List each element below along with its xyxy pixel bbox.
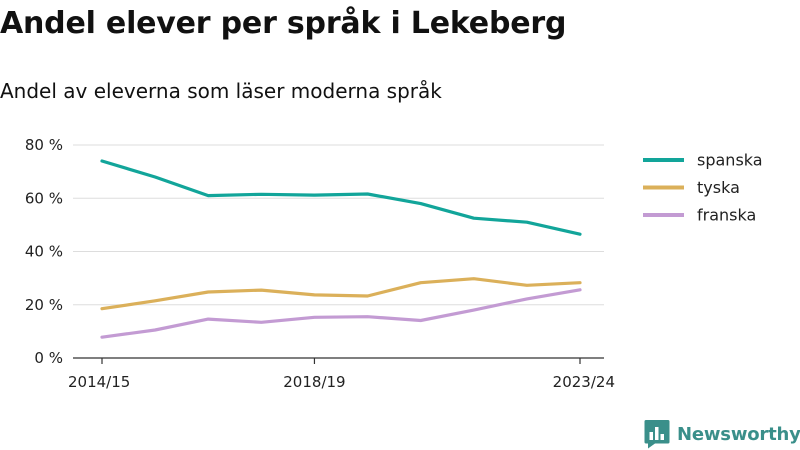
y-axis-tick-labels: 0 % 20 % 40 % 60 % 80 %: [25, 136, 63, 367]
series-line-tyska: [100, 277, 582, 311]
y-tick-label: 80 %: [25, 136, 63, 154]
legend-label-tyska: tyska: [697, 178, 740, 197]
x-axis: [73, 357, 604, 364]
y-tick-label: 20 %: [25, 296, 63, 314]
gridlines: [73, 144, 604, 306]
legend: spanska tyska franska: [643, 151, 763, 225]
series-lines: [100, 159, 582, 339]
y-tick-label: 0 %: [34, 349, 63, 367]
x-tick-label: 2023/24: [553, 373, 615, 391]
y-tick-label: 60 %: [25, 189, 63, 207]
series-line-franska: [100, 288, 582, 339]
legend-label-spanska: spanska: [697, 151, 763, 170]
series-line-spanska: [100, 159, 582, 236]
y-tick-label: 40 %: [25, 243, 63, 261]
chart-subtitle: Andel av eleverna som läser moderna språ…: [0, 79, 442, 103]
newsworthy-logo: Newsworthy: [644, 419, 800, 449]
x-axis-tick-labels: 2014/15 2018/19 2023/24: [68, 373, 615, 391]
legend-label-franska: franska: [697, 206, 756, 225]
brand-name: Newsworthy: [677, 423, 800, 445]
x-tick-label: 2018/19: [283, 373, 345, 391]
bar-chart-logo-icon: [644, 420, 670, 449]
chart-title: Andel elever per språk i Lekeberg: [0, 6, 567, 41]
x-tick-label: 2014/15: [68, 373, 130, 391]
